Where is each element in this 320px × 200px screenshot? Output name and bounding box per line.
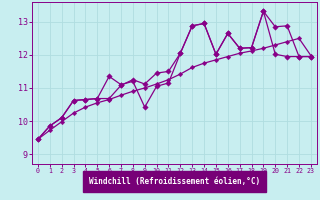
X-axis label: Windchill (Refroidissement éolien,°C): Windchill (Refroidissement éolien,°C) <box>89 177 260 186</box>
